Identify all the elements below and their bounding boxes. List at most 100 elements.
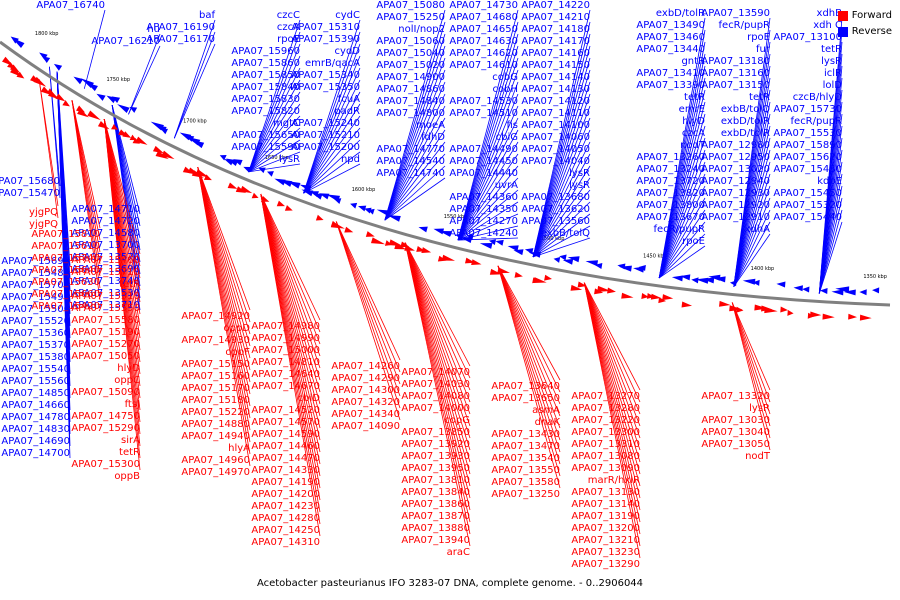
leader-line <box>731 302 771 391</box>
forward-gene-label: hlyD <box>117 363 140 374</box>
reverse-gene-label: emrE <box>679 104 705 115</box>
leader-line <box>818 185 843 294</box>
reverse-gene-label: APA07_12930 <box>701 188 770 199</box>
reverse-gene-arrow <box>73 76 84 85</box>
reverse-gene-label: gntR <box>681 56 705 67</box>
reverse-gene-label: cobH <box>493 84 518 95</box>
reverse-gene-arrow <box>702 277 715 284</box>
reverse-gene-label: APA07_14800 <box>376 108 445 119</box>
reverse-gene-label: fecR/pupR <box>719 20 771 31</box>
forward-gene-label: APA07_14070 <box>401 367 470 378</box>
forward-gene-arrow <box>315 214 324 221</box>
forward-gene-arrow <box>859 314 872 321</box>
leader-line <box>497 265 561 489</box>
leader-line <box>303 31 361 194</box>
forward-gene-label: APA07_15710 <box>71 267 140 278</box>
reverse-gene-label: APA07_13490 <box>636 20 705 31</box>
forward-gene-label: APA07_15510 <box>71 291 140 302</box>
forward-gene-label: APA07_13030 <box>701 415 770 426</box>
reverse-gene-arrow <box>859 289 867 296</box>
reverse-gene-label: APA07_13680 <box>521 192 590 203</box>
reverse-gene-label: APA07_15560 <box>1 376 70 387</box>
leader-line <box>197 166 251 359</box>
reverse-gene-label: APA07_13710 <box>71 300 140 311</box>
leader-line <box>532 93 591 258</box>
forward-gene-label: APA07_13220 <box>571 415 640 426</box>
leader-line <box>103 119 141 267</box>
forward-gene-label: APA07_14460 <box>251 441 320 452</box>
reverse-gene-arrow <box>776 281 786 288</box>
leader-line <box>532 57 591 258</box>
reverse-gene-arrow <box>691 277 699 284</box>
forward-gene-label: APA07_14750 <box>71 411 140 422</box>
reverse-gene-arrow <box>495 239 504 246</box>
reverse-gene-label: APA07_14150 <box>521 60 590 71</box>
forward-gene-label: APA07_15290 <box>71 423 140 434</box>
leader-line <box>404 242 471 487</box>
leader-line <box>818 173 843 294</box>
reverse-gene-label: fcuA <box>338 94 360 105</box>
forward-gene-arrow <box>650 293 662 300</box>
forward-gene-arrow <box>122 131 132 138</box>
forward-gene-arrow <box>441 254 456 261</box>
leader-line <box>733 173 771 287</box>
forward-gene-label: APA07_14940 <box>181 431 250 442</box>
leader-line <box>583 282 641 451</box>
forward-gene-label: tetR <box>119 447 140 458</box>
reverse-gene-label: APA07_14110 <box>521 108 590 119</box>
reverse-gene-label: APA07_14610 <box>449 60 518 71</box>
reverse-gene-arrow <box>585 260 599 267</box>
forward-gene-label: APA07_15170 <box>181 383 250 394</box>
reverse-gene-label: uvrA <box>495 180 518 191</box>
forward-gene-label: APA07_13430 <box>491 429 560 440</box>
leader-line <box>303 43 361 194</box>
reverse-gene-arrow <box>872 287 880 294</box>
leader-line <box>335 221 401 373</box>
tick-label: 1750 kbp <box>106 77 130 83</box>
reverse-gene-label: APA07_15390 <box>291 34 360 45</box>
leader-line <box>248 163 301 173</box>
forward-gene-arrow <box>330 221 345 229</box>
reverse-gene-arrow <box>96 93 106 101</box>
forward-gene-label: APA07_13190 <box>571 511 640 522</box>
forward-gene-label: APA07_15220 <box>181 407 250 418</box>
reverse-gene-label: APA07_13740 <box>71 276 140 287</box>
reverse-gene-label: APA07_15590 <box>231 142 300 153</box>
leader-line <box>248 103 301 173</box>
forward-gene-arrow <box>681 301 693 308</box>
reverse-gene-arrow <box>117 104 130 113</box>
reverse-gene-label: APA07_15250 <box>376 12 445 23</box>
leader-line <box>384 33 446 221</box>
leader-line <box>404 242 471 511</box>
reverse-gene-label: APA07_15210 <box>291 130 360 141</box>
reverse-gene-label: APA07_13160 <box>701 68 770 79</box>
reverse-gene-arrow <box>459 237 473 243</box>
forward-gene-label: APA07_13290 <box>571 559 640 570</box>
forward-gene-label: APA07_15740 <box>31 253 100 264</box>
forward-gene-label: APA07_13650 <box>491 393 560 404</box>
forward-gene-label: APA07_14340 <box>331 409 400 420</box>
leader-line <box>384 57 446 221</box>
leader-line <box>260 193 321 405</box>
forward-gene-arrow <box>276 200 286 207</box>
forward-gene-label: APA07_13080 <box>571 451 640 462</box>
reverse-gene-label: nodT <box>680 140 706 151</box>
reverse-gene-label: xdhB <box>817 8 843 19</box>
leader-line <box>658 53 706 279</box>
reverse-gene-label: APA07_13800 <box>636 200 705 211</box>
forward-gene-label: APA07_15000 <box>251 345 320 356</box>
reverse-gene-arrow <box>368 208 375 215</box>
tick-label: 1650 kbp <box>265 155 289 161</box>
forward-gene-arrow <box>404 244 415 251</box>
leader-line <box>384 141 446 221</box>
forward-gene-label: APA07_15460 <box>71 255 140 266</box>
leader-line <box>384 117 446 221</box>
tick-label: 1400 kbp <box>751 266 775 272</box>
reverse-gene-label: APA07_14830 <box>1 424 70 435</box>
reverse-gene-label: APA07_15470 <box>0 188 60 199</box>
leader-line <box>532 141 591 258</box>
reverse-gene-label: APA07_15320 <box>773 200 842 211</box>
reverse-gene-label: fur <box>756 44 771 55</box>
reverse-gene-arrow <box>713 276 726 283</box>
reverse-gene-label: tetR <box>821 44 842 55</box>
